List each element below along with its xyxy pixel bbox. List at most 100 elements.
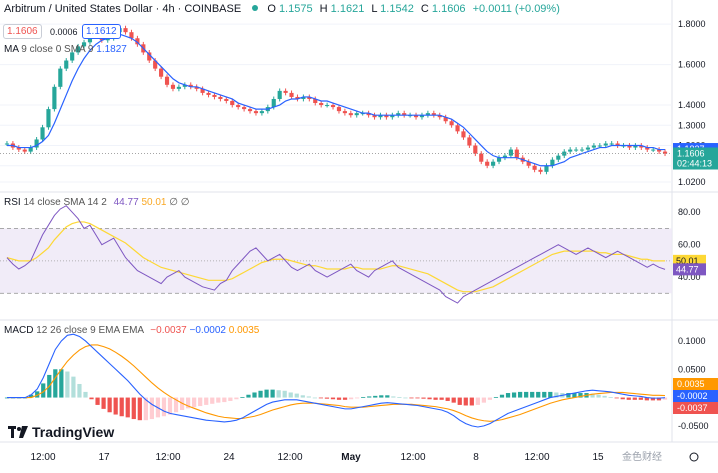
candle xyxy=(289,92,294,97)
open-label: O xyxy=(267,3,276,15)
macd-histogram-bar xyxy=(421,397,426,399)
macd-histogram-bar xyxy=(475,397,480,405)
candle xyxy=(419,115,425,118)
candle xyxy=(4,143,10,145)
macd-histogram-bar xyxy=(487,397,493,400)
macd-histogram-bar xyxy=(548,391,553,398)
candle xyxy=(526,161,531,166)
macd-histogram-bar xyxy=(427,397,432,400)
macd-histogram-bar xyxy=(270,389,275,398)
macd-histogram-bar xyxy=(524,391,529,398)
candle xyxy=(597,145,602,147)
candle xyxy=(70,52,75,61)
macd-histogram-bar xyxy=(620,397,625,400)
candle xyxy=(579,149,585,151)
signal-tag-label: 0.0035 xyxy=(677,379,705,389)
macd-histogram-bar xyxy=(650,397,656,401)
tradingview-logo[interactable]: TradingView xyxy=(8,424,114,440)
candle xyxy=(396,113,401,116)
macd-histogram-bar xyxy=(59,369,64,398)
macd-histogram-bar xyxy=(131,397,136,420)
macd-histogram-bar xyxy=(198,397,203,407)
candle xyxy=(402,113,407,116)
spread-value: 0.0006 xyxy=(50,27,78,37)
settings-icon[interactable] xyxy=(689,452,699,462)
candle xyxy=(473,145,478,154)
signal-line xyxy=(7,344,666,422)
macd-histogram-bar xyxy=(312,397,317,399)
macd-line xyxy=(7,333,666,428)
candle xyxy=(34,139,39,148)
candle xyxy=(651,149,656,151)
candle xyxy=(182,84,187,87)
price-tick-label: 1.8000 xyxy=(678,19,706,29)
macd-histogram-bar xyxy=(632,397,637,400)
ma-legend[interactable]: MA 9 close 0 SMA 9 1.1827 xyxy=(4,44,127,55)
macd-histogram-bar xyxy=(222,397,227,403)
tradingview-logo-text: TradingView xyxy=(32,424,115,440)
candle xyxy=(259,111,264,114)
macd-histogram-bar xyxy=(542,391,547,398)
candle xyxy=(354,113,359,116)
macd-legend[interactable]: MACD 12 26 close 9 EMA EMA −0.0037 −0.00… xyxy=(4,325,259,336)
candle xyxy=(319,103,324,106)
macd-histogram-bar xyxy=(342,397,348,400)
candle xyxy=(22,149,27,152)
time-axis-label: 12:00 xyxy=(277,452,302,463)
candle xyxy=(40,127,45,140)
candle xyxy=(283,90,288,93)
candle xyxy=(366,113,371,116)
candle xyxy=(218,96,223,99)
macd-histogram-bar xyxy=(336,397,342,400)
macd-histogram-bar xyxy=(614,397,619,399)
candle xyxy=(568,149,573,152)
buy-button[interactable]: 1.1612 xyxy=(82,24,121,39)
candle xyxy=(176,86,181,89)
candle xyxy=(532,165,537,170)
symbol-title[interactable]: Arbitrum / United States Dollar · 4h · C… xyxy=(4,3,242,15)
candle xyxy=(348,113,353,116)
macd-histogram-bar xyxy=(572,393,577,398)
candle xyxy=(194,86,199,89)
candle xyxy=(277,90,282,99)
rsi-legend-params: 14 close SMA 14 2 xyxy=(23,197,107,208)
macd-histogram-bar xyxy=(481,397,487,403)
rsi-ma-tag xyxy=(673,254,706,267)
rsi-tick-label: 60.00 xyxy=(678,240,701,250)
histogram-tag-label: -0.0037 xyxy=(677,403,708,413)
low-label: L xyxy=(371,3,378,15)
candle xyxy=(313,98,318,104)
candle xyxy=(170,84,176,89)
rsi-legend-label: RSI xyxy=(4,197,21,208)
macd-histogram-bar xyxy=(361,396,366,398)
rsi-legend[interactable]: RSI 14 close SMA 14 2 44.77 50.01 ∅ ∅ xyxy=(4,197,189,208)
candle xyxy=(437,115,442,118)
macd-histogram-bar xyxy=(167,397,173,415)
macd-histogram-bar xyxy=(391,396,396,398)
low-value: 1.1542 xyxy=(380,3,414,15)
macd-histogram-bar xyxy=(367,396,372,398)
macd-histogram-bar xyxy=(41,383,46,398)
macd-histogram-bar xyxy=(77,383,82,398)
macd-histogram-bar xyxy=(415,397,420,399)
macd-histogram-bar xyxy=(246,394,251,398)
candle xyxy=(461,131,466,138)
candle xyxy=(449,121,454,126)
candle xyxy=(585,147,591,150)
macd-histogram-bar xyxy=(493,396,499,398)
macd-histogram-bar xyxy=(324,397,330,399)
candle xyxy=(538,169,543,172)
candle xyxy=(431,113,436,116)
histogram-tag xyxy=(673,402,718,414)
candle xyxy=(76,46,81,53)
sell-button[interactable]: 1.1606 xyxy=(3,24,42,39)
macd-histogram-bar xyxy=(35,391,40,398)
macd-histogram-bar xyxy=(228,397,233,401)
last-price-tag xyxy=(673,147,718,170)
candle xyxy=(591,145,596,148)
candle xyxy=(16,147,21,150)
price-tick-label: 1.4000 xyxy=(678,100,706,110)
time-axis-label: 12:00 xyxy=(30,452,55,463)
